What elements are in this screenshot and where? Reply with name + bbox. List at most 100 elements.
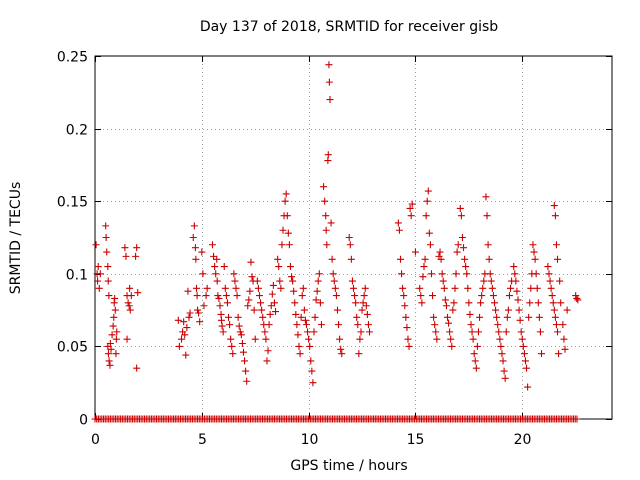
data-point bbox=[345, 234, 353, 241]
data-point bbox=[474, 328, 482, 336]
data-point bbox=[470, 350, 478, 358]
data-point bbox=[332, 292, 340, 300]
data-point bbox=[313, 287, 321, 295]
data-point bbox=[174, 316, 182, 324]
data-point bbox=[189, 234, 197, 241]
data-point bbox=[94, 277, 102, 285]
data-point bbox=[239, 348, 247, 356]
data-point bbox=[491, 299, 498, 307]
data-point bbox=[181, 331, 189, 339]
data-point bbox=[202, 292, 210, 300]
data-point bbox=[180, 318, 188, 326]
data-point bbox=[497, 342, 505, 350]
data-point bbox=[489, 292, 497, 300]
data-point bbox=[296, 350, 304, 358]
tick-layer: 0 0.05 0.1 0.15 0.2 0.25 0 5 10 15 20 bbox=[57, 50, 612, 448]
data-point bbox=[325, 61, 333, 69]
data-point bbox=[133, 244, 141, 252]
data-point bbox=[454, 241, 462, 249]
y-tick-label: 0.05 bbox=[57, 340, 88, 356]
data-point bbox=[228, 342, 236, 350]
data-point bbox=[263, 357, 271, 365]
data-point bbox=[458, 234, 466, 241]
data-point bbox=[200, 302, 208, 310]
data-point bbox=[479, 284, 487, 292]
y-axis-label: SRMTID / TECUs bbox=[8, 182, 24, 295]
data-point bbox=[106, 361, 114, 369]
data-point bbox=[529, 241, 537, 249]
data-point bbox=[545, 270, 553, 278]
data-point bbox=[395, 226, 403, 234]
data-point bbox=[550, 306, 558, 314]
data-point bbox=[574, 296, 582, 304]
data-point bbox=[126, 284, 134, 292]
y-tick-label: 0.15 bbox=[57, 195, 88, 211]
data-point bbox=[288, 273, 296, 281]
data-point bbox=[425, 229, 433, 237]
data-point bbox=[278, 241, 286, 249]
data-point bbox=[195, 309, 203, 317]
data-point bbox=[504, 306, 512, 314]
data-point bbox=[274, 255, 282, 263]
data-point bbox=[450, 299, 458, 307]
data-point bbox=[398, 270, 406, 278]
data-point bbox=[552, 241, 560, 249]
data-point bbox=[404, 335, 412, 343]
data-point bbox=[347, 255, 355, 263]
data-point bbox=[478, 292, 486, 300]
data-point bbox=[431, 321, 439, 329]
data-point bbox=[237, 331, 245, 339]
data-point bbox=[402, 313, 410, 321]
data-point bbox=[477, 299, 485, 307]
data-point bbox=[183, 324, 191, 332]
data-point bbox=[446, 328, 454, 336]
data-point bbox=[295, 342, 303, 350]
data-point bbox=[518, 335, 526, 343]
data-point bbox=[232, 284, 240, 292]
data-point bbox=[123, 335, 131, 343]
data-point bbox=[327, 219, 335, 227]
data-point bbox=[270, 299, 278, 307]
data-point bbox=[572, 292, 580, 300]
data-point bbox=[573, 294, 581, 302]
data-point bbox=[483, 212, 491, 220]
data-point bbox=[351, 292, 359, 300]
data-point bbox=[421, 255, 429, 263]
data-point bbox=[323, 241, 331, 249]
data-point bbox=[294, 331, 302, 339]
data-point bbox=[360, 292, 368, 300]
data-point bbox=[108, 331, 116, 339]
data-point bbox=[267, 302, 275, 310]
data-point bbox=[309, 379, 317, 387]
data-point bbox=[289, 277, 297, 285]
data-point bbox=[127, 292, 135, 300]
x-tick-label: 0 bbox=[91, 432, 100, 448]
data-point bbox=[400, 292, 408, 300]
data-point bbox=[551, 313, 559, 321]
zero-point bbox=[573, 415, 581, 423]
data-point bbox=[424, 187, 432, 195]
x-tick-label: 10 bbox=[301, 432, 319, 448]
data-point bbox=[549, 299, 557, 307]
data-point bbox=[305, 335, 313, 343]
data-point bbox=[126, 306, 134, 314]
data-point bbox=[236, 328, 244, 336]
data-point bbox=[261, 328, 269, 336]
data-point bbox=[258, 306, 266, 314]
data-point bbox=[554, 255, 562, 263]
data-point bbox=[331, 284, 339, 292]
data-point bbox=[416, 284, 424, 292]
data-point bbox=[276, 277, 284, 285]
data-point bbox=[527, 284, 535, 292]
data-point bbox=[486, 270, 494, 278]
data-point bbox=[524, 383, 532, 391]
data-point bbox=[350, 284, 357, 292]
data-point bbox=[185, 313, 193, 321]
data-point bbox=[227, 335, 235, 343]
data-point bbox=[218, 322, 226, 330]
data-point bbox=[112, 335, 120, 343]
data-point bbox=[107, 345, 115, 353]
x-axis-label: GPS time / hours bbox=[290, 458, 407, 474]
data-point bbox=[203, 284, 211, 292]
data-point bbox=[462, 263, 470, 271]
